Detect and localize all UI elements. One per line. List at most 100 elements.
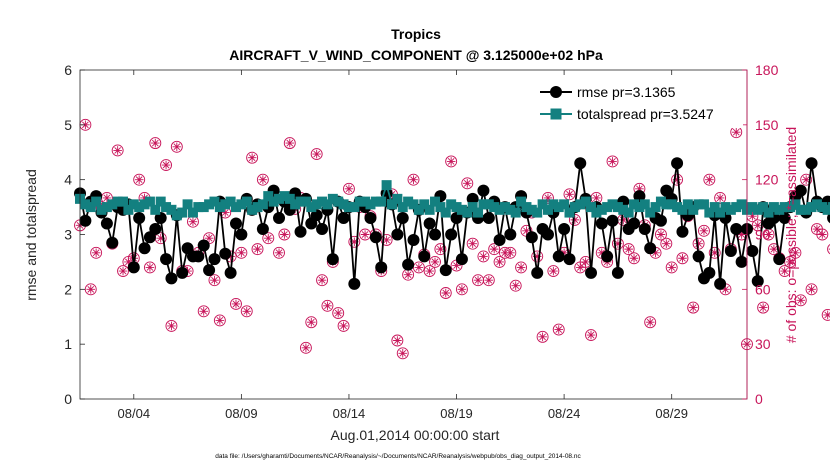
spread-point <box>204 199 215 210</box>
spread-point <box>435 202 446 213</box>
obs-point <box>703 173 716 186</box>
rmse-point <box>294 225 307 238</box>
obs-point <box>644 316 657 329</box>
spread-point <box>101 202 112 213</box>
spread-point <box>80 199 91 210</box>
spread-point <box>451 202 462 213</box>
spread-point <box>263 191 274 202</box>
spread-point <box>96 204 107 215</box>
rmse-point <box>229 217 242 230</box>
obs-assimilated-marker <box>161 160 171 170</box>
legend-spread-label: totalspread pr=3.5247 <box>577 106 714 122</box>
left-tick-label: 0 <box>64 391 72 407</box>
obs-point <box>542 191 554 204</box>
obs-point <box>310 148 323 161</box>
obs-possible-marker <box>111 144 124 157</box>
obs-assimilated-marker <box>715 193 725 203</box>
obs-point <box>246 151 259 164</box>
obs-assimilated-marker <box>489 244 499 254</box>
obs-point <box>767 243 780 256</box>
rmse-point <box>154 212 167 225</box>
spread-point <box>311 199 322 210</box>
rmse-point <box>746 244 759 257</box>
spread-point <box>155 196 166 207</box>
legend: rmse pr=3.1365 totalspread pr=3.5247 <box>535 76 743 128</box>
obs-point <box>466 237 479 250</box>
obs-possible-marker <box>429 255 441 268</box>
obs-possible-marker <box>698 224 710 237</box>
obs-point <box>472 274 484 287</box>
spread-point <box>333 196 344 207</box>
obs-point <box>262 232 275 245</box>
obs-possible-marker <box>316 274 329 287</box>
obs-assimilated-marker <box>86 285 96 294</box>
spread-point <box>161 202 172 213</box>
obs-assimilated-marker <box>258 175 268 184</box>
rmse-point <box>375 261 388 274</box>
rmse-point <box>633 190 646 203</box>
obs-assimilated-marker <box>495 257 504 267</box>
spread-point <box>747 202 758 213</box>
obs-possible-marker <box>149 137 162 150</box>
spread-point <box>85 202 96 213</box>
rmse-point <box>493 233 506 246</box>
obs-point <box>504 246 517 259</box>
spread-point <box>516 196 527 207</box>
legend-rmse-label: rmse pr=3.1365 <box>577 84 676 100</box>
spread-point <box>499 202 510 213</box>
rmse-point <box>149 223 162 236</box>
spread-point <box>715 207 726 218</box>
spread-point <box>795 204 806 215</box>
obs-assimilated-marker <box>409 175 418 184</box>
spread-point <box>150 204 161 215</box>
obs-point <box>208 274 221 287</box>
spread-point <box>187 207 198 218</box>
rmse-point <box>369 231 382 244</box>
rmse-point <box>418 250 431 263</box>
obs-possible-marker <box>708 246 721 259</box>
spread-point <box>338 199 349 210</box>
obs-possible-marker <box>299 341 312 354</box>
spread-point <box>376 196 387 207</box>
rmse-point <box>477 184 490 197</box>
obs-possible-marker <box>816 228 829 241</box>
obs-point <box>143 261 156 274</box>
obs-assimilated-marker <box>436 244 445 254</box>
obs-point <box>299 341 312 354</box>
obs-point <box>515 261 528 274</box>
rmse-point <box>106 236 119 249</box>
obs-assimilated-marker <box>522 226 531 236</box>
obs-point <box>789 246 802 259</box>
rmse-point <box>439 264 452 277</box>
obs-assimilated-marker <box>124 257 133 267</box>
obs-point <box>332 307 345 320</box>
spread-point <box>182 199 193 210</box>
obs-point <box>805 283 818 296</box>
spread-point <box>268 196 279 207</box>
obs-assimilated-marker <box>237 248 246 258</box>
rmse-point <box>79 214 92 227</box>
obs-assimilated-marker <box>807 285 816 294</box>
spread-point <box>252 202 263 213</box>
obs-point <box>827 244 830 255</box>
obs-possible-marker <box>240 305 253 318</box>
obs-possible-marker <box>466 237 479 250</box>
obs-possible-marker <box>423 265 436 278</box>
rmse-point <box>203 264 216 277</box>
obs-point <box>461 177 474 190</box>
obs-possible-marker <box>542 191 554 204</box>
spread-point <box>370 196 381 207</box>
rmse-point <box>316 223 329 236</box>
spread-point <box>193 202 204 213</box>
obs-assimilated-marker <box>484 275 494 285</box>
rmse-point <box>805 157 818 170</box>
spread-point <box>209 196 220 207</box>
spread-point <box>575 199 586 210</box>
obs-assimilated-marker <box>645 317 655 327</box>
obs-possible-marker <box>488 243 501 256</box>
obs-possible-marker <box>547 265 560 278</box>
obs-possible-marker <box>611 237 624 250</box>
spread-point <box>666 199 677 210</box>
rmse-point <box>552 250 565 263</box>
rmse-point <box>197 239 210 252</box>
